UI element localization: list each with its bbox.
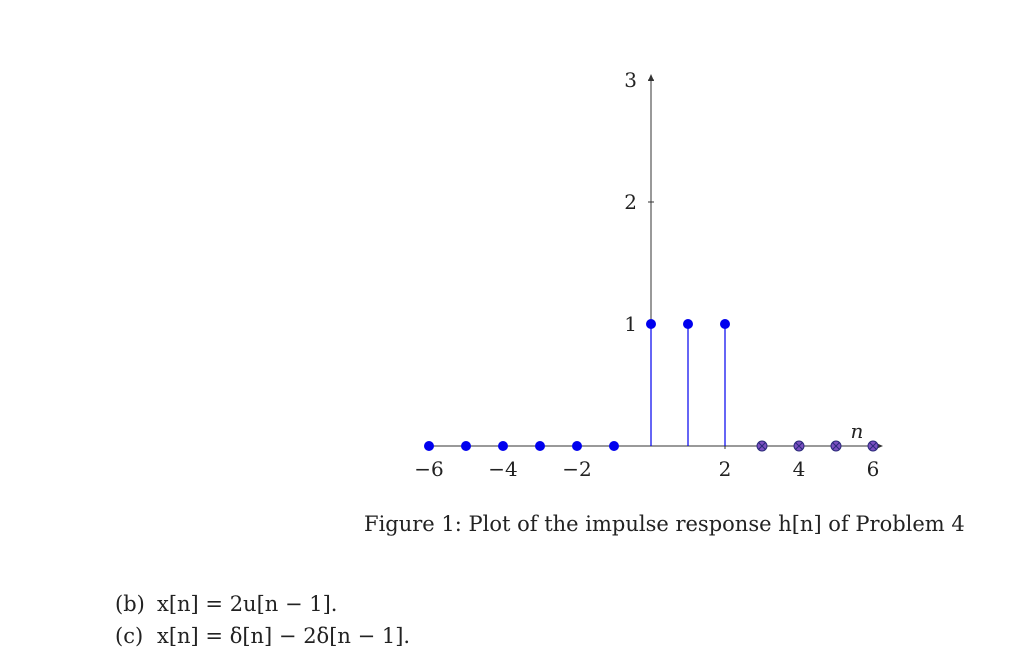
y-axis-arrow [648, 74, 654, 81]
stem-marker [683, 319, 693, 329]
impulse-response-plot: −6 −4 −2 2 4 6 1 2 3 n [414, 68, 883, 481]
problem-c-text: x[n] = δ[n] − 2δ[n − 1]. [157, 624, 411, 648]
y-tick-label: 3 [624, 68, 637, 92]
x-tick-label: −4 [488, 457, 517, 481]
marker-cross-stroke [869, 442, 877, 450]
x-tick-label: −2 [562, 457, 591, 481]
y-tick-label: 1 [624, 312, 637, 336]
marker-cross-stroke [795, 442, 803, 450]
stem-marker [498, 441, 508, 451]
marker-cross-stroke [832, 442, 840, 450]
stem-marker [424, 441, 434, 451]
y-tick-label: 2 [624, 190, 637, 214]
figure-caption: Figure 1: Plot of the impulse response h… [364, 512, 965, 536]
stem-marker [461, 441, 471, 451]
stem-marker [646, 319, 656, 329]
stem-marker [535, 441, 545, 451]
problem-b-text: x[n] = 2u[n − 1]. [157, 592, 338, 616]
x-tick-label: 6 [867, 457, 880, 481]
problem-b: (b) x[n] = 2u[n − 1]. [115, 588, 410, 620]
problem-c-label: (c) [115, 624, 144, 648]
x-tick-label: 2 [719, 457, 732, 481]
stem-marker [572, 441, 582, 451]
problem-c: (c) x[n] = δ[n] − 2δ[n − 1]. [115, 620, 410, 652]
marker-cross-stroke [758, 442, 766, 450]
problem-list: (b) x[n] = 2u[n − 1]. (c) x[n] = δ[n] − 2δ… [115, 588, 410, 652]
stem-marker [609, 441, 619, 451]
x-tick-label: 4 [793, 457, 806, 481]
x-tick-label: −6 [414, 457, 443, 481]
x-axis-label: n [851, 419, 864, 443]
problem-b-label: (b) [115, 592, 145, 616]
stem-marker [720, 319, 730, 329]
